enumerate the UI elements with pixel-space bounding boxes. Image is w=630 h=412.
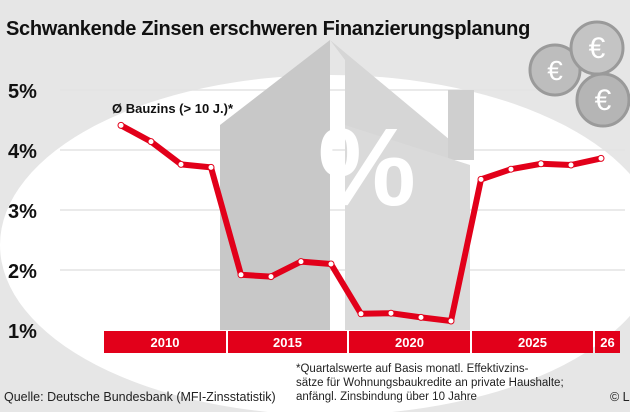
- x-tick-label: 2025: [518, 335, 547, 350]
- x-tick-label: 2020: [395, 335, 424, 350]
- data-point: [207, 163, 215, 171]
- data-point: [447, 317, 455, 325]
- y-tick-label: 5%: [8, 81, 37, 103]
- y-tick-label: 1%: [8, 321, 37, 343]
- series-legend: Ø Bauzins (> 10 J.)*: [112, 101, 234, 116]
- y-tick-label: 2%: [8, 261, 37, 283]
- footnote-line: anfängl. Zinsbindung über 10 Jahre: [296, 391, 477, 403]
- data-point: [567, 161, 575, 169]
- x-axis-band-segment: [595, 331, 620, 353]
- data-point: [327, 260, 335, 268]
- data-point: [267, 273, 275, 281]
- data-point: [537, 160, 545, 168]
- x-tick-label: 26: [600, 335, 614, 350]
- house-percent-icon: %: [220, 40, 474, 330]
- chart-title: Schwankende Zinsen erschweren Finanzieru…: [6, 18, 531, 40]
- y-tick-label: 3%: [8, 201, 37, 223]
- data-point: [357, 310, 365, 318]
- euro-coin-icon: [575, 72, 630, 128]
- footnote-line: sätze für Wohnungsbaukredite an private …: [296, 377, 564, 389]
- data-point: [117, 121, 125, 129]
- data-point: [597, 154, 605, 162]
- data-point: [297, 258, 305, 266]
- x-axis-band-segment: [472, 331, 593, 353]
- data-point: [177, 160, 185, 168]
- euro-coin-icons: € € €: [528, 20, 630, 128]
- y-tick-label: 4%: [8, 141, 37, 163]
- svg-text:€: €: [547, 55, 563, 86]
- euro-coin-icon: [528, 43, 582, 97]
- svg-text:€: €: [595, 84, 612, 117]
- x-axis-band-segment: [349, 331, 470, 353]
- footnote-line: *Quartalswerte auf Basis monatl. Effekti…: [296, 363, 529, 375]
- x-tick-label: 2010: [151, 335, 180, 350]
- svg-text:€: €: [589, 32, 606, 65]
- x-axis-band-segment: [228, 331, 347, 353]
- data-point: [507, 165, 515, 173]
- data-point: [477, 175, 485, 183]
- x-tick-label: 2015: [273, 335, 302, 350]
- footnote: *Quartalswerte auf Basis monatl. Effekti…: [296, 362, 564, 404]
- copyright: © L: [610, 390, 630, 404]
- svg-text:%: %: [318, 106, 416, 229]
- source-note: Quelle: Deutsche Bundesbank (MFI-Zinssta…: [4, 390, 276, 404]
- x-axis-band-segment: [104, 331, 226, 353]
- data-point: [237, 271, 245, 279]
- data-point: [387, 309, 395, 317]
- data-point: [147, 138, 155, 146]
- data-point: [417, 313, 425, 321]
